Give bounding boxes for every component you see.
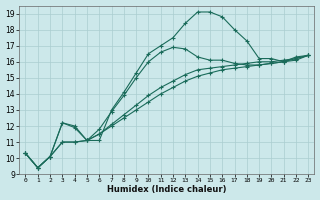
X-axis label: Humidex (Indice chaleur): Humidex (Indice chaleur) — [107, 185, 227, 194]
